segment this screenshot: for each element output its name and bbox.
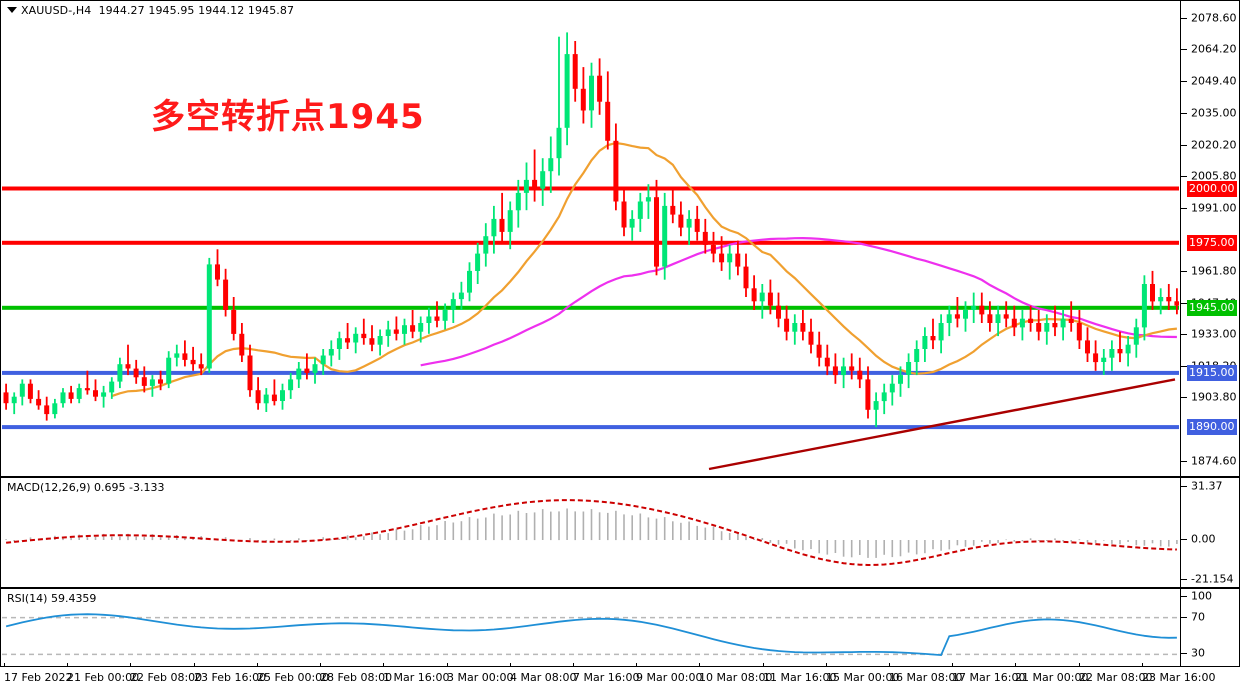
price-level-badge[interactable]: 1915.00: [1187, 364, 1237, 381]
macd-svg: [5, 499, 1178, 567]
time-tick: [4, 663, 5, 667]
ohlc-values: 1944.27 1945.95 1944.12 1945.87: [98, 4, 295, 17]
price-tick-label: 2005.80: [1191, 169, 1237, 183]
time-tick: [320, 663, 321, 667]
time-tick-label: 15 Mar 00:00: [826, 671, 900, 684]
time-tick-label: 7 Mar 16:00: [573, 671, 640, 684]
price-tick-label: 1903.80: [1191, 390, 1237, 404]
time-tick: [889, 663, 890, 667]
time-tick-label: 17 Mar 16:00: [952, 671, 1026, 684]
price-tick-label: 1961.80: [1191, 264, 1237, 278]
price-tick-label: 2020.20: [1191, 138, 1237, 152]
macd-tick: [1181, 539, 1187, 540]
time-tick: [67, 663, 68, 667]
price-tick: [1181, 333, 1187, 335]
time-tick: [257, 663, 258, 667]
rsi-tick-label: 70: [1191, 610, 1205, 624]
time-tick-label: 10 Mar 08:00: [699, 671, 773, 684]
macd-plot-area[interactable]: [2, 479, 1179, 586]
time-tick-label: 21 Mar 00:00: [1015, 671, 1089, 684]
time-tick: [826, 663, 827, 667]
price-tick: [1181, 18, 1187, 20]
price-tick: [1181, 208, 1187, 210]
time-tick: [763, 663, 764, 667]
price-axis[interactable]: 2078.60 2064.20 2049.40 2035.00 2020.20 2005.…: [1180, 1, 1239, 476]
price-tick: [1181, 397, 1187, 399]
macd-label: MACD(12,26,9) 0.695 -3.133: [7, 481, 165, 494]
price-tick-label: 2064.20: [1191, 42, 1237, 56]
rsi-tick: [1181, 596, 1187, 597]
time-tick: [699, 663, 700, 667]
price-tick-label: 1874.60: [1191, 454, 1237, 467]
time-tick: [510, 663, 511, 667]
time-tick: [1015, 663, 1016, 667]
symbol-header[interactable]: XAUUSD-,H4 1944.27 1945.95 1944.12 1945.…: [7, 4, 294, 17]
time-tick-label: 25 Feb 00:00: [257, 671, 330, 684]
time-tick-label: 4 Mar 08:00: [510, 671, 577, 684]
rsi-tick: [1181, 616, 1187, 618]
time-tick: [194, 663, 195, 667]
time-tick-label: 23 Feb 16:00: [194, 671, 267, 684]
rsi-tick-label: 100: [1191, 589, 1212, 603]
time-tick: [573, 663, 574, 667]
time-tick: [383, 663, 384, 667]
macd-tick-label: 31.37: [1191, 479, 1223, 493]
macd-axis: 31.37 0.00 -21.154: [1180, 478, 1239, 587]
price-tick: [1181, 49, 1187, 51]
price-level-badge[interactable]: 1975.00: [1187, 234, 1237, 251]
rsi-tick-label: 30: [1191, 646, 1205, 660]
symbol-label: XAUUSD-,H4: [21, 4, 92, 17]
time-tick-label: 23 Mar 16:00: [1142, 671, 1216, 684]
time-tick-label: 1 Mar 16:00: [383, 671, 450, 684]
price-level-badge[interactable]: 1890.00: [1187, 419, 1237, 436]
price-tick: [1181, 460, 1187, 462]
time-tick-label: 21 Feb 00:00: [67, 671, 140, 684]
time-tick-label: 17 Feb 2022: [4, 671, 73, 684]
rsi-plot-area[interactable]: [2, 590, 1179, 680]
price-tick-label: 2049.40: [1191, 74, 1237, 88]
time-tick-label: 22 Mar 08:00: [1079, 671, 1153, 684]
macd-indicator-pane[interactable]: MACD(12,26,9) 0.695 -3.133 31.37 0.00 -21.…: [0, 477, 1240, 588]
price-tick-label: 1991.00: [1191, 201, 1237, 215]
price-tick: [1181, 271, 1187, 273]
price-tick-label: 2078.60: [1191, 11, 1237, 25]
macd-tick-label: 0.00: [1191, 532, 1216, 546]
rsi-tick: [1181, 653, 1187, 655]
time-tick-label: 11 Mar 16:00: [763, 671, 837, 684]
rsi-svg: [2, 613, 1179, 657]
price-tick: [1181, 112, 1187, 114]
price-svg: [2, 32, 1179, 471]
price-tick: [1181, 365, 1187, 367]
price-tick: [1181, 175, 1187, 177]
time-tick: [1079, 663, 1080, 667]
time-tick-label: 22 Feb 08:00: [130, 671, 203, 684]
macd-tick: [1181, 579, 1187, 581]
time-tick-label: 9 Mar 00:00: [636, 671, 703, 684]
price-chart-pane[interactable]: XAUUSD-,H4 1944.27 1945.95 1944.12 1945.…: [0, 0, 1240, 477]
time-tick-label: 28 Feb 08:00: [320, 671, 393, 684]
macd-tick-label: -21.154: [1191, 572, 1234, 586]
time-tick: [1142, 663, 1143, 667]
price-level-badge[interactable]: 1945.00: [1187, 299, 1237, 316]
price-plot-area[interactable]: [2, 2, 1179, 475]
price-tick-label: 1933.00: [1191, 327, 1237, 341]
time-tick: [636, 663, 637, 667]
rsi-label: RSI(14) 59.4359: [7, 592, 97, 605]
price-tick: [1181, 81, 1187, 83]
time-axis: 17 Feb 2022 21 Feb 00:00 22 Feb 08:00 23 Fe…: [0, 663, 1240, 688]
chart-annotation-text: 多空转折点1945: [151, 97, 425, 137]
time-tick: [130, 663, 131, 667]
macd-tick: [1181, 485, 1187, 487]
time-tick: [952, 663, 953, 667]
chevron-down-icon[interactable]: [7, 7, 17, 13]
time-tick-label: 3 Mar 00:00: [447, 671, 514, 684]
time-tick: [447, 663, 448, 667]
price-tick-label: 2035.00: [1191, 106, 1237, 120]
time-tick-label: 16 Mar 08:00: [889, 671, 963, 684]
price-tick: [1181, 302, 1187, 304]
price-tick: [1181, 144, 1187, 146]
price-level-badge[interactable]: 2000.00: [1187, 180, 1237, 197]
